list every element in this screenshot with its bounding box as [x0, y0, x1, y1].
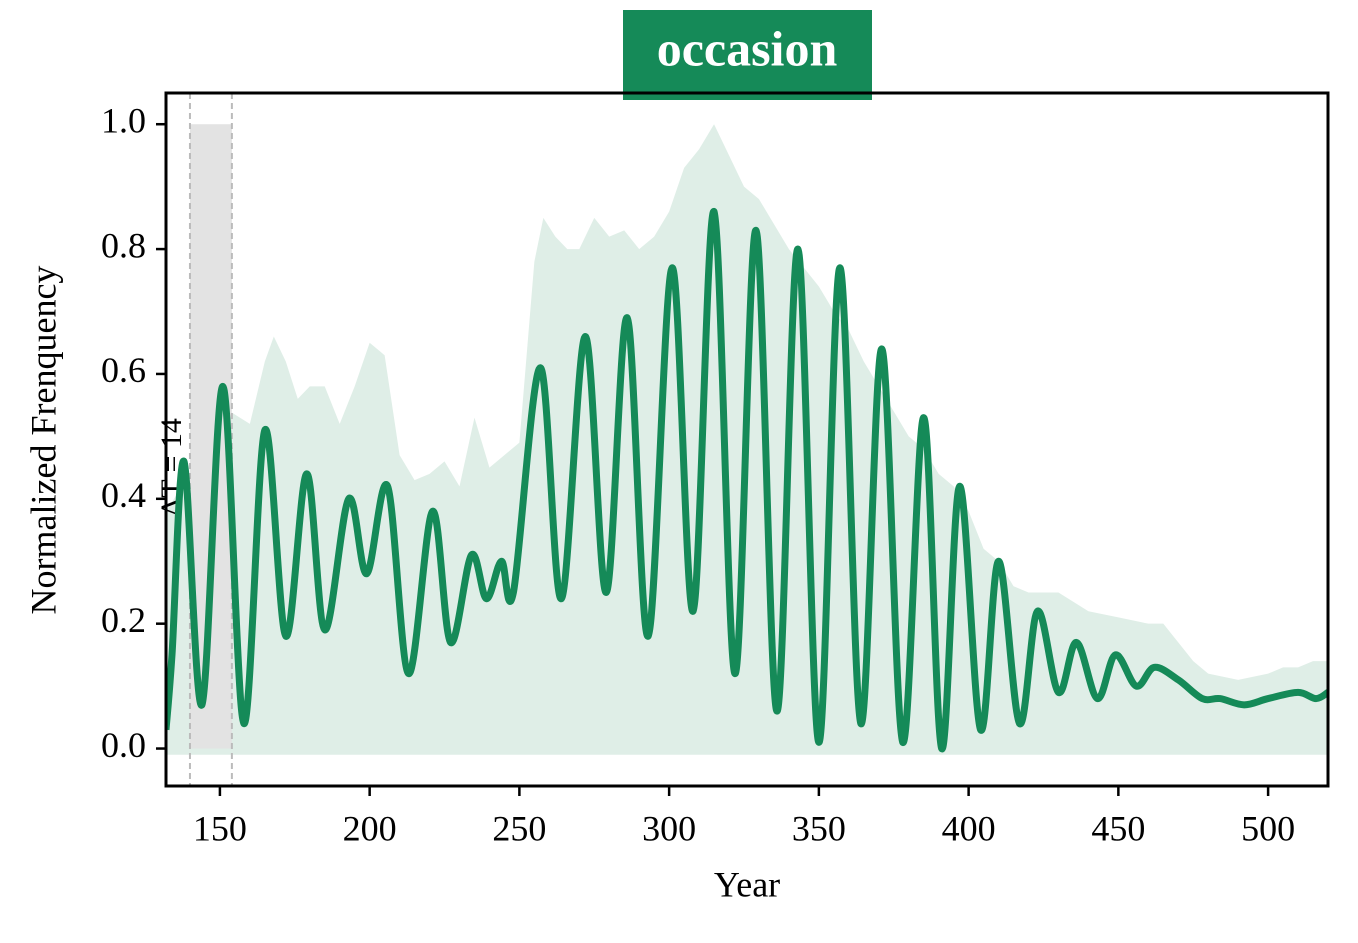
- y-tick-label: 0.8: [101, 225, 146, 265]
- y-tick-label: 1.0: [101, 100, 146, 140]
- x-tick-label: 500: [1241, 808, 1295, 848]
- x-axis-label: Year: [714, 864, 780, 904]
- x-tick-label: 350: [792, 808, 846, 848]
- y-tick-label: 0.4: [101, 475, 146, 515]
- x-tick-label: 400: [942, 808, 996, 848]
- x-tick-label: 200: [343, 808, 397, 848]
- y-tick-label: 0.0: [101, 725, 146, 765]
- title-box: [623, 10, 872, 100]
- x-tick-label: 250: [492, 808, 546, 848]
- chart-title: occasion: [657, 20, 838, 76]
- data-line: [166, 208, 1328, 753]
- x-tick-label: 150: [193, 808, 247, 848]
- y-axis-label: Normalized Frenquency: [23, 266, 63, 615]
- x-tick-label: 300: [642, 808, 696, 848]
- x-tick-label: 450: [1091, 808, 1145, 848]
- y-tick-label: 0.2: [101, 600, 146, 640]
- y-tick-label: 0.6: [101, 350, 146, 390]
- plot-frame: [164, 91, 1330, 788]
